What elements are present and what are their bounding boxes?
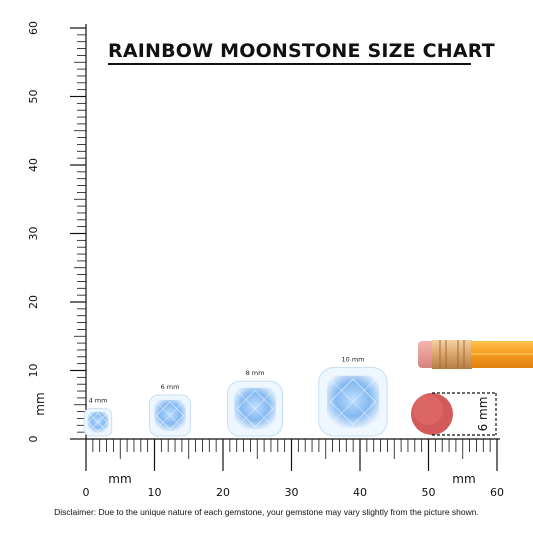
vertical-ruler-label: 0 <box>27 436 40 443</box>
horizontal-ruler-label: 60 <box>490 486 504 499</box>
vertical-ruler-labels: 0 10 20 30 40 50 60 <box>27 21 40 443</box>
gemstone: 6 mm <box>148 383 192 437</box>
disclaimer: Disclaimer: Due to the unique nature of … <box>54 507 479 517</box>
horizontal-ruler-label: 40 <box>353 486 367 499</box>
gemstone: 10 mm <box>318 356 388 437</box>
vertical-ruler-ticks <box>70 27 86 440</box>
horizontal-ruler-unit-right: mm <box>452 472 475 486</box>
gemstone-size-label: 6 mm <box>161 383 180 391</box>
vertical-ruler-unit: mm <box>33 392 47 415</box>
horizontal-ruler-label: 50 <box>422 486 436 499</box>
title-underline <box>108 63 471 65</box>
gemstone: 8 mm <box>227 369 283 437</box>
horizontal-ruler-label: 20 <box>216 486 230 499</box>
horizontal-ruler-label: 30 <box>285 486 299 499</box>
eraser-reference: 6 mm <box>411 392 497 436</box>
pencil-icon <box>418 340 533 369</box>
vertical-ruler-label: 60 <box>27 21 40 35</box>
horizontal-ruler-ticks <box>85 439 498 471</box>
vertical-ruler-label: 30 <box>27 227 40 241</box>
gemstone-size-label: 4 mm <box>89 397 108 405</box>
pencil-eraser-tip <box>418 341 436 368</box>
horizontal-ruler-unit-left: mm <box>108 472 131 486</box>
gemstone-size-label: 10 mm <box>341 356 364 364</box>
vertical-ruler-label: 20 <box>27 295 40 309</box>
pencil-ferrule <box>432 340 472 369</box>
eraser-size-label: 6 mm <box>476 397 490 432</box>
vertical-ruler-label: 40 <box>27 158 40 172</box>
gemstones: 4 mm 6 mm 8 mm 10 mm <box>83 356 388 437</box>
horizontal-ruler-label: 0 <box>83 486 90 499</box>
chart-title: RAINBOW MOONSTONE SIZE CHART <box>108 40 495 62</box>
horizontal-ruler-labels: 0 10 20 30 40 50 60 <box>83 486 505 499</box>
gemstone-size-label: 8 mm <box>246 369 265 377</box>
vertical-ruler-label: 10 <box>27 364 40 378</box>
horizontal-ruler: 0 10 20 30 40 50 60 mm mm <box>83 438 505 499</box>
vertical-ruler-label: 50 <box>27 90 40 104</box>
vertical-ruler: 0 10 20 30 40 50 60 mm <box>27 21 87 443</box>
horizontal-ruler-label: 10 <box>148 486 162 499</box>
gemstone: 4 mm <box>83 397 113 437</box>
